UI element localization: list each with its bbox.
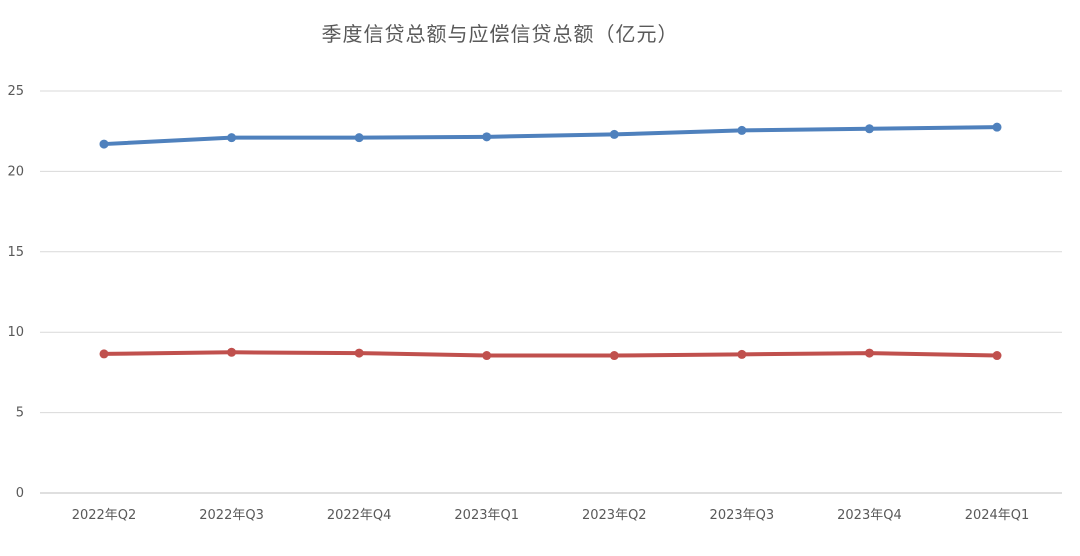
data-point (482, 351, 492, 361)
data-point (99, 139, 109, 149)
data-point (864, 124, 874, 134)
data-point (482, 132, 492, 142)
x-tick-label: 2022年Q2 (72, 508, 137, 523)
data-point (609, 351, 619, 361)
data-point (354, 348, 364, 358)
data-point (609, 129, 619, 139)
chart-title: 季度信贷总额与应偿信贷总额（亿元） (321, 22, 679, 46)
x-tick-label: 2022年Q3 (199, 508, 264, 523)
y-tick-label: 0 (16, 486, 24, 501)
data-point (99, 349, 109, 359)
x-tick-label: 2023年Q4 (837, 508, 902, 523)
x-tick-label: 2023年Q3 (710, 508, 775, 523)
data-point (354, 133, 364, 143)
data-point (737, 349, 747, 359)
y-tick-label: 20 (7, 164, 24, 179)
data-point (227, 133, 237, 143)
y-tick-label: 15 (7, 245, 24, 260)
y-tick-label: 10 (7, 325, 24, 340)
x-tick-label: 2023年Q1 (454, 508, 519, 523)
data-point (992, 351, 1002, 361)
x-tick-label: 2024年Q1 (965, 508, 1030, 523)
x-tick-label: 2022年Q4 (327, 508, 392, 523)
data-point (227, 347, 237, 357)
y-tick-label: 25 (7, 84, 24, 99)
data-point (737, 125, 747, 135)
series-line-2 (102, 350, 999, 358)
y-tick-label: 5 (16, 406, 24, 421)
series-line-1 (102, 125, 999, 147)
x-tick-label: 2023年Q2 (582, 508, 647, 523)
data-point (992, 122, 1002, 132)
data-point (864, 348, 874, 358)
